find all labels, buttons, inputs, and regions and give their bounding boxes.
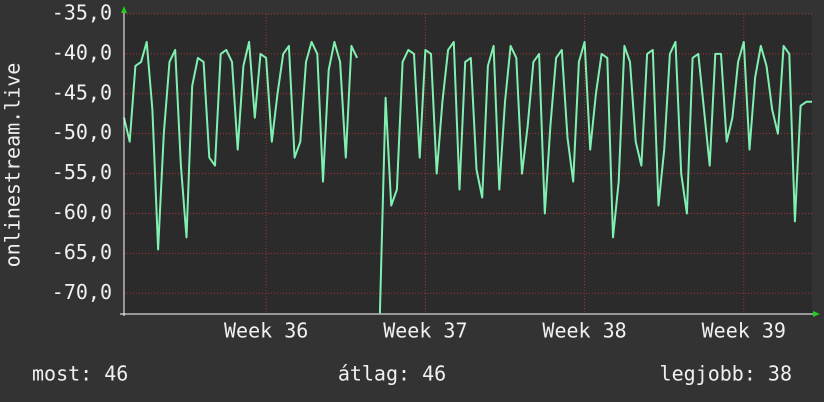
y-axis-label: onlinestream.live [1,63,25,268]
footer-average: átlag: 46 [338,362,446,386]
x-tick-label: Week 39 [702,319,786,343]
footer-current: most: 46 [32,362,128,386]
marks [123,40,812,314]
x-tick-label: Week 38 [542,319,626,343]
x-tick-label: Week 37 [383,319,467,343]
y-tick-label: -65,0 [52,240,112,264]
footer-best: legjobb: 38 [660,362,792,386]
y-tick-label: -45,0 [52,80,112,104]
x-axis-arrow [813,311,820,317]
y-axis-arrow [121,6,127,13]
x-tick-label: Week 36 [224,319,308,343]
line-series [123,40,812,314]
grid [124,13,812,314]
y-tick-label: -60,0 [52,200,112,224]
y-tick-label: -70,0 [52,280,112,304]
y-tick-label: -40,0 [52,40,112,64]
y-tick-label: -55,0 [52,160,112,184]
plot-area [124,14,812,314]
y-tick-label: -35,0 [52,1,112,25]
y-tick-label: -50,0 [52,120,112,144]
